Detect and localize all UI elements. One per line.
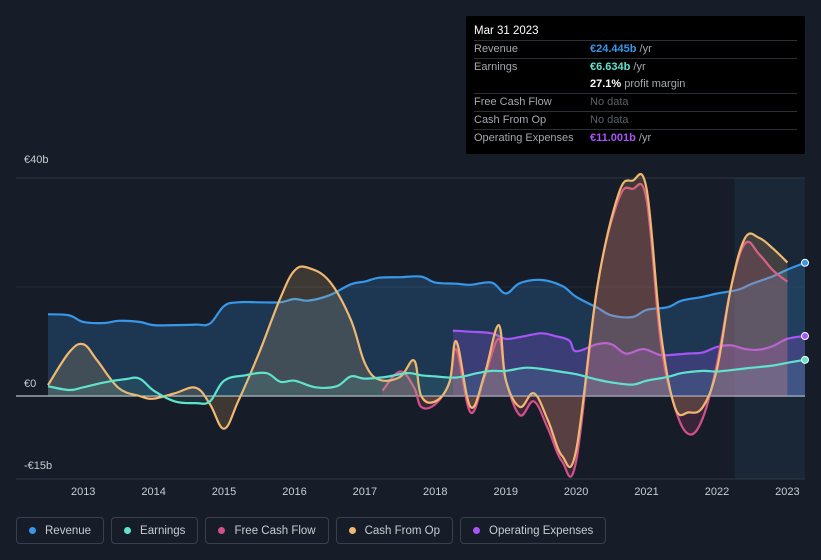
- tooltip-unit: /yr: [636, 43, 652, 55]
- cash-from-op-dot-icon: [348, 527, 356, 534]
- legend-item-cash-from-op[interactable]: Cash From Op: [335, 517, 454, 544]
- operating-expenses-line: [452, 329, 806, 357]
- legend-label: Free Cash Flow: [234, 524, 316, 537]
- legend-label: Operating Expenses: [489, 524, 594, 537]
- earnings-end-marker: [801, 355, 809, 364]
- tooltip-label: Operating Expenses: [474, 132, 574, 144]
- tooltip-unit: /yr: [635, 132, 652, 144]
- tooltip-row-fcf: Free Cash Flow No data: [474, 93, 797, 111]
- x-tick-label: 2020: [564, 486, 588, 498]
- x-tick-label: 2017: [353, 486, 377, 498]
- tooltip-row-cfo: Cash From Op No data: [474, 111, 797, 129]
- y-tick-label: -€15b: [24, 460, 52, 472]
- tooltip-value-fcf: No data: [590, 96, 629, 108]
- revenue-line: [47, 261, 806, 327]
- operating-expenses-end-marker: [801, 332, 809, 341]
- x-tick-label: 2023: [775, 486, 799, 498]
- legend-item-free-cash-flow[interactable]: Free Cash Flow: [205, 517, 329, 544]
- cash-from-op-line: [47, 173, 789, 469]
- x-tick-label: 2016: [282, 486, 306, 498]
- cash-from-op-area: [48, 174, 788, 468]
- legend-label: Revenue: [45, 524, 92, 537]
- tooltip-row-opex: Operating Expenses €11.001b /yr: [474, 129, 797, 147]
- tooltip-panel: Mar 31 2023 Revenue €24.445b /yr Earning…: [466, 16, 805, 154]
- free-cash-flow-dot-icon: [218, 527, 226, 534]
- tooltip-row-earnings: Earnings €6.634b /yr: [474, 58, 797, 76]
- revenue-dot-icon: [29, 527, 36, 534]
- tooltip-label: [474, 76, 590, 93]
- revenue-end-marker: [801, 258, 809, 267]
- x-tick-label: 2021: [634, 486, 658, 498]
- legend: Revenue Earnings Free Cash Flow Cash Fro…: [16, 517, 607, 544]
- earnings-area: [48, 359, 805, 404]
- free-cash-flow-area: [382, 183, 788, 477]
- tooltip-date: Mar 31 2023: [474, 25, 539, 37]
- x-tick-label: 2018: [423, 486, 447, 498]
- legend-label: Earnings: [140, 524, 186, 537]
- earnings-dot-icon: [124, 527, 132, 534]
- tooltip-label: Revenue: [474, 43, 519, 55]
- y-tick-label: €0: [24, 378, 36, 390]
- tooltip-row-revenue: Revenue €24.445b /yr: [474, 40, 797, 58]
- operating-expenses-dot-icon: [473, 527, 481, 534]
- x-tick-label: 2019: [493, 486, 517, 498]
- x-tick-label: 2015: [212, 486, 236, 498]
- tooltip-label: Cash From Op: [474, 114, 547, 126]
- tooltip-label: Free Cash Flow: [474, 96, 552, 108]
- tooltip-row-margin: 27.1% profit margin: [474, 76, 797, 93]
- earnings-line: [47, 358, 806, 405]
- chart-svg: €40b €0 -€15b 2013 2014 2015 2016 2017 2018 2019…: [16, 154, 809, 498]
- tooltip-value-revenue: €24.445b: [590, 43, 637, 55]
- x-tick-label: 2014: [141, 486, 165, 498]
- tooltip-unit: profit margin: [621, 78, 686, 90]
- tooltip-value-margin: 27.1%: [590, 78, 622, 90]
- x-tick-label: 2013: [71, 486, 95, 498]
- forecast-band: [734, 178, 805, 479]
- tooltip-unit: /yr: [630, 61, 646, 73]
- tooltip-label: Earnings: [474, 61, 518, 73]
- legend-item-revenue[interactable]: Revenue: [16, 517, 105, 544]
- x-tick-label: 2022: [705, 486, 729, 498]
- legend-label: Cash From Op: [364, 524, 441, 537]
- y-tick-label: €40b: [24, 154, 48, 166]
- legend-item-operating-expenses[interactable]: Operating Expenses: [460, 517, 607, 544]
- revenue-area: [48, 262, 805, 396]
- tooltip-value-cfo: No data: [590, 114, 629, 126]
- legend-item-earnings[interactable]: Earnings: [111, 517, 199, 544]
- tooltip-value-earnings: €6.634b: [590, 61, 631, 73]
- tooltip-value-opex: €11.001b: [590, 132, 636, 144]
